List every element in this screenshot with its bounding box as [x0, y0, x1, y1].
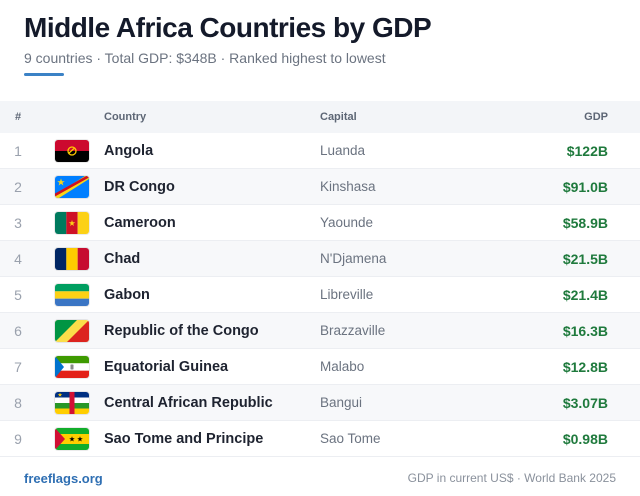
page-header: Middle Africa Countries by GDP 9 countri… [24, 10, 616, 76]
table-row[interactable]: 1 Angola Luanda $122B [0, 133, 640, 169]
column-header-gdp[interactable]: GDP [584, 111, 608, 123]
capital-name: Malabo [320, 359, 365, 374]
capital-name: N'Djamena [320, 251, 387, 266]
rank-cell: 6 [14, 322, 22, 339]
rank-cell: 8 [14, 394, 22, 411]
country-name: Central African Republic [104, 394, 273, 411]
column-header-country[interactable]: Country [104, 111, 147, 123]
column-header-rank[interactable]: # [14, 111, 22, 123]
gdp-table: # Country Capital GDP 1 Angola Luanda $1… [0, 101, 640, 457]
source-note: GDP in current US$ · World Bank 2025 [407, 471, 616, 485]
capital-name: Luanda [320, 143, 366, 158]
page-subtitle: 9 countries · Total GDP: $348B · Ranked … [24, 50, 386, 66]
table-row[interactable]: 5 Gabon Libreville $21.4B [0, 277, 640, 313]
country-name: Cameroon [104, 214, 176, 231]
sao-tome-and-principe-flag-icon [55, 427, 89, 450]
table-row[interactable]: 2 DR Congo Kinshasa $91.0B [0, 169, 640, 205]
gdp-value: $21.4B [562, 286, 608, 303]
capital-name: Bangui [320, 395, 363, 410]
dr-congo-flag-icon [55, 175, 89, 198]
country-name: Chad [104, 250, 141, 267]
table-row[interactable]: 8 Central African Republic Bangui $3.07B [0, 385, 640, 421]
country-name: Equatorial Guinea [104, 358, 229, 375]
capital-name: Libreville [320, 287, 374, 302]
gdp-value: $58.9B [562, 214, 608, 231]
country-name: Sao Tome and Principe [104, 430, 264, 447]
rank-cell: 9 [14, 430, 22, 447]
equatorial-guinea-flag-icon [55, 355, 89, 378]
gdp-value: $16.3B [562, 322, 608, 339]
rank-cell: 4 [14, 250, 22, 267]
gdp-value: $122B [566, 142, 608, 159]
column-header-capital[interactable]: Capital [320, 111, 357, 123]
table-row[interactable]: 7 Equatorial Guinea Malabo $12.8B [0, 349, 640, 385]
capital-name: Brazzaville [320, 323, 386, 338]
page-title: Middle Africa Countries by GDP [24, 12, 432, 43]
gdp-value: $3.07B [562, 394, 608, 411]
brand-link[interactable]: freeflags.org [24, 470, 103, 486]
rank-cell: 2 [14, 178, 22, 195]
rank-cell: 7 [14, 358, 22, 375]
capital-name: Yaounde [320, 215, 374, 230]
gdp-value: $21.5B [562, 250, 608, 267]
table-row[interactable]: 6 Republic of the Congo Brazzaville $16.… [0, 313, 640, 349]
gabon-flag-icon [55, 283, 89, 306]
capital-name: Kinshasa [320, 179, 376, 194]
table-row[interactable]: 3 Cameroon Yaounde $58.9B [0, 205, 640, 241]
gdp-value: $91.0B [562, 178, 608, 195]
country-name: Angola [104, 142, 154, 159]
page-footer: freeflags.org GDP in current US$ · World… [24, 466, 616, 490]
table-row[interactable]: 9 Sao Tome and Principe Sao Tome $0.98B [0, 421, 640, 457]
gdp-value: $12.8B [562, 358, 608, 375]
country-name: DR Congo [104, 178, 175, 195]
republic-of-the-congo-flag-icon [55, 319, 89, 342]
capital-name: Sao Tome [320, 431, 381, 446]
country-name: Gabon [104, 286, 150, 303]
chad-flag-icon [55, 247, 89, 270]
gdp-value: $0.98B [562, 430, 608, 447]
country-name: Republic of the Congo [104, 322, 259, 339]
cameroon-flag-icon [55, 211, 89, 234]
table-header-row: # Country Capital GDP [0, 101, 640, 133]
central-african-republic-flag-icon [55, 391, 89, 414]
rank-cell: 3 [14, 214, 22, 231]
rank-cell: 1 [14, 142, 22, 159]
table-row[interactable]: 4 Chad N'Djamena $21.5B [0, 241, 640, 277]
title-accent-bar [24, 73, 64, 76]
rank-cell: 5 [14, 286, 22, 303]
angola-flag-icon [55, 139, 89, 162]
